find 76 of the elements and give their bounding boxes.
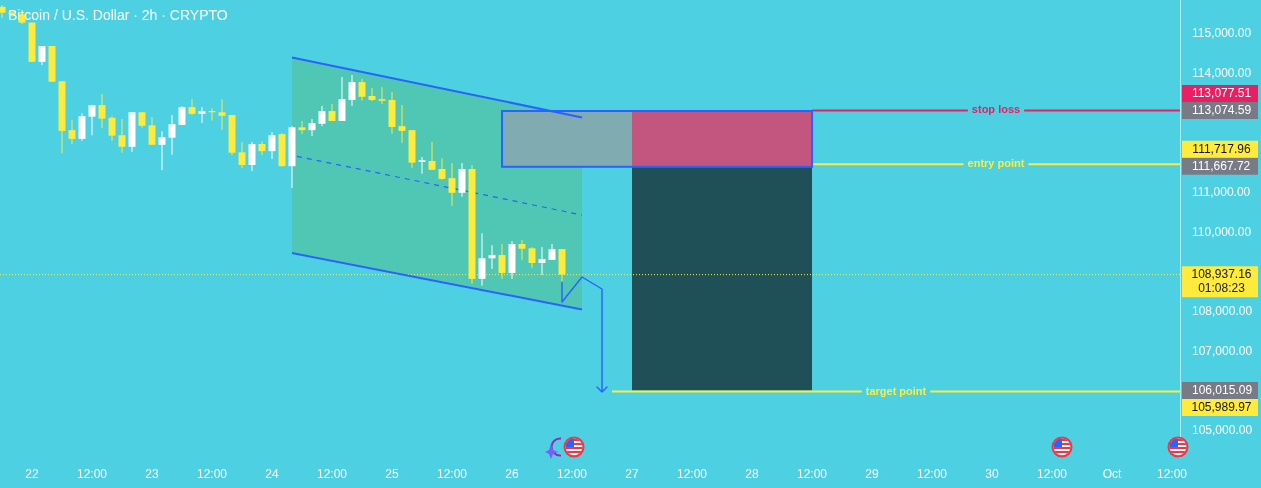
candlestick [358,78,366,102]
series-label: entry point [967,157,1025,170]
candlestick [198,106,206,124]
candlestick [368,87,376,102]
y-tick-label: 111,000.00 [1192,185,1251,200]
candlestick [518,239,526,261]
candlestick [38,45,46,66]
candlestick [418,156,426,175]
x-tick-label: 12:00 [196,466,228,481]
series-label: target point [865,384,927,397]
y-tick-label: 114,000.00 [1192,66,1252,81]
candlestick [478,232,486,287]
ref-line-label: 108,937.16 [1191,266,1252,281]
x-tick-label: 23 [145,466,159,481]
x-tick-label: 12:00 [916,466,948,481]
x-tick-label: 26 [505,466,519,481]
candlestick [338,76,346,122]
candlestick [538,246,546,276]
candlestick [88,104,96,136]
candlestick [268,131,276,160]
y-tick-label: 108,000.00 [1192,304,1253,319]
text: 01:08:23 [1198,280,1246,295]
candlestick [238,141,246,169]
data-label: 111,717.96 [1192,141,1251,156]
candlestick [428,141,436,171]
x-tick-label: 12:00 [436,466,468,481]
x-tick-label: 12:00 [1036,466,1068,481]
candlestick [378,86,386,105]
x-tick-label: 29 [865,466,879,481]
candlestick [318,105,326,127]
x-tick-label: 12:00 [1156,466,1188,481]
x-tick-label: 12:00 [76,466,108,481]
x-tick-label: 28 [745,466,759,481]
y-tick-label: 107,000.00 [1192,343,1253,358]
candlestick [248,141,256,172]
data-label: 105,989.97 [1191,399,1252,414]
candlestick [258,140,266,156]
data-label: 113,077.51 [1191,85,1252,100]
candlestick [458,162,466,198]
candlestick [438,157,446,181]
candlestick [68,119,76,145]
x-tick-label: Oct [1102,466,1122,481]
x-tick-label: 25 [385,466,399,481]
candlestick [148,116,156,146]
candlestick [348,74,356,107]
x-tick-label: 30 [985,466,999,481]
x-tick-label: 12:00 [556,466,588,481]
candlestick [168,114,176,156]
candlestick [398,104,406,144]
candlestick [188,98,196,116]
candlestick [78,112,86,142]
y-tick-label: 115,000.00 [1192,26,1252,41]
x-tick-label: 24 [265,466,279,481]
y-tick-label: 113,074.59 [1192,102,1252,117]
x-tick-label: 27 [625,466,639,481]
x-tick-label: 12:00 [316,466,348,481]
candlestick [178,105,186,126]
series-label: stop loss [971,103,1021,116]
candlestick [448,162,456,207]
candlestick [158,130,166,171]
candlestick [298,120,306,135]
y-tick-label: 110,000.00 [1192,224,1252,239]
y-tick-label: 106,015.09 [1192,382,1253,397]
candlestick [98,93,106,129]
x-tick-label: 12:00 [676,466,708,481]
candlestick [488,244,496,270]
candlestick [218,98,226,131]
y-tick-label: 111,667.72 [1192,158,1251,173]
candlestick [118,118,126,154]
candlestick [0,4,6,19]
x-tick-label: 12:00 [796,466,828,481]
candlestick [528,246,536,269]
y-tick-label: 105,000.00 [1192,423,1253,438]
candlestick [108,115,116,142]
candlestick [308,118,316,137]
x-tick-label: 22 [25,466,39,481]
